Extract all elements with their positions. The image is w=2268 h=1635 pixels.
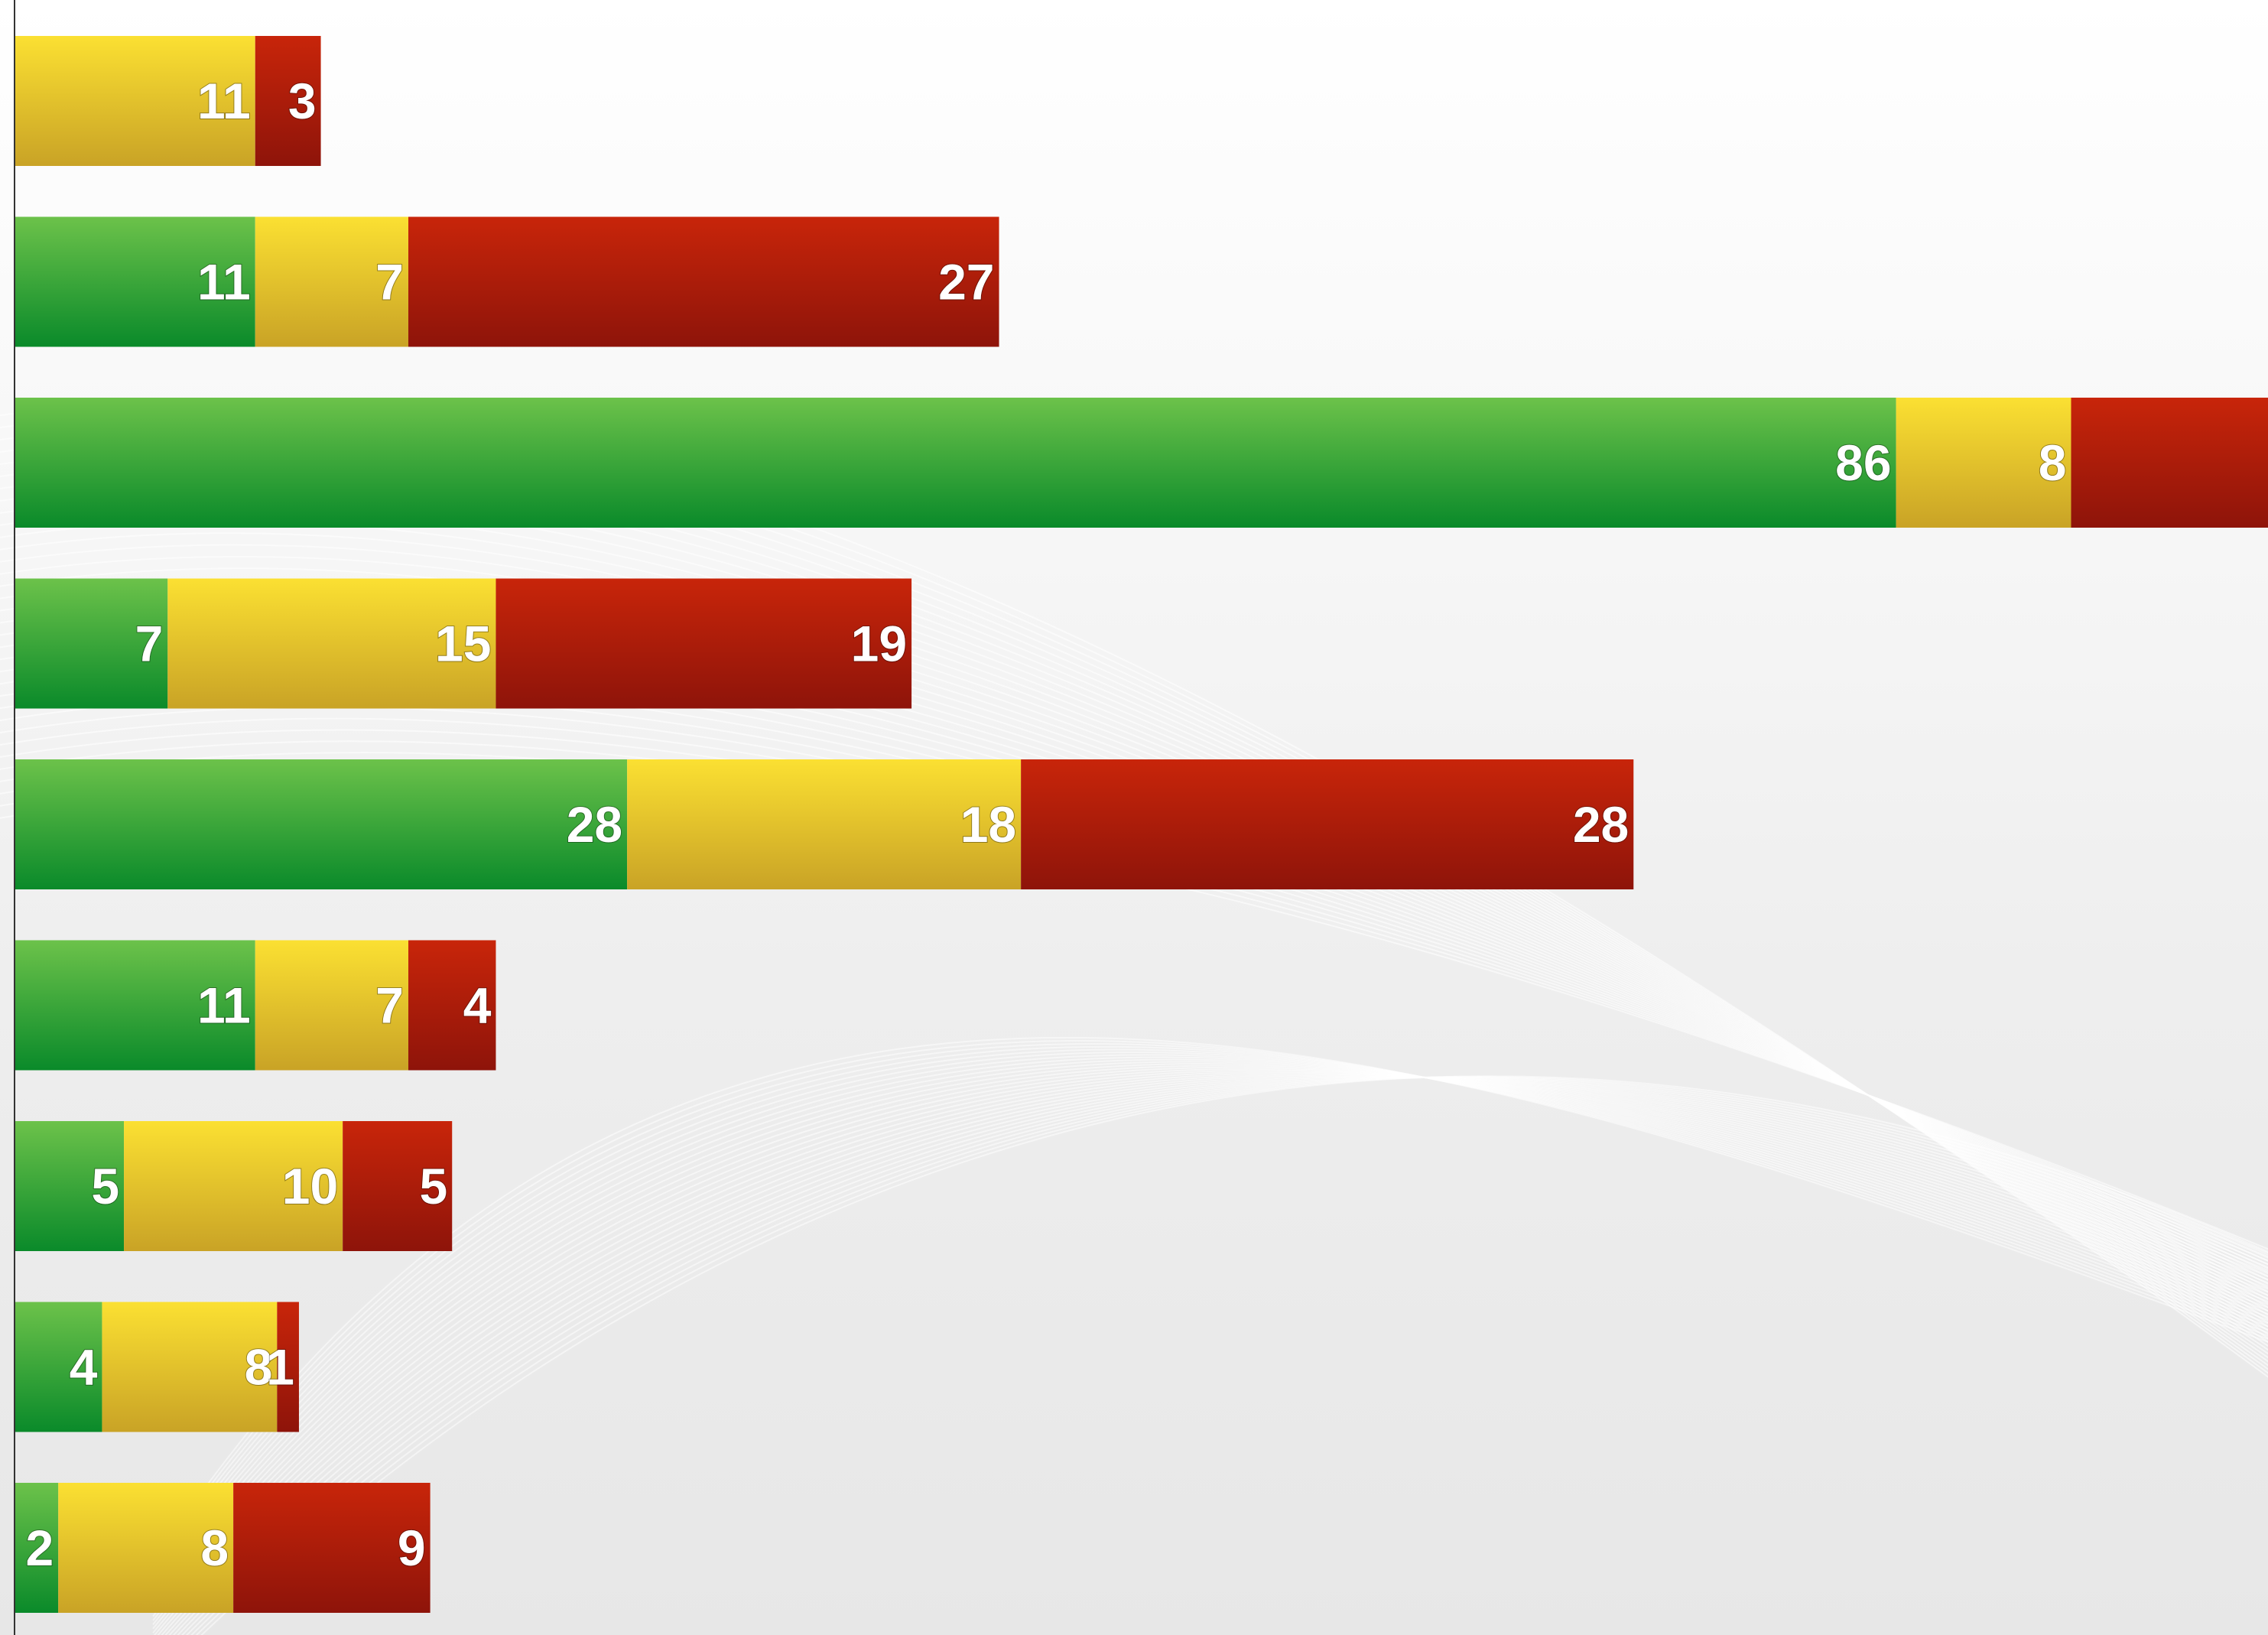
background-wave-line bbox=[164, 1076, 2268, 1635]
background-wave-line bbox=[181, 1077, 2268, 1635]
bar-segment-row-5-series-2 bbox=[627, 759, 1022, 889]
background-wave-line bbox=[152, 1071, 2268, 1626]
bar-segment-row-6-series-1 bbox=[15, 940, 255, 1071]
bar-segment-row-8-series-3 bbox=[277, 1302, 299, 1432]
background-wave-line bbox=[152, 1045, 2268, 1576]
data-label-row-5-series-2: 18 bbox=[960, 796, 1016, 853]
background-wave-line bbox=[195, 1076, 2268, 1635]
bar-segment-row-6-series-3 bbox=[408, 940, 496, 1071]
bar-segment-row-9-series-2 bbox=[58, 1483, 234, 1613]
background-wave-line bbox=[152, 1040, 2268, 1568]
background-wave-line bbox=[177, 1076, 2268, 1635]
bar-segment-row-2-series-1 bbox=[15, 216, 255, 347]
data-label-row-4-series-3: 19 bbox=[851, 616, 907, 672]
data-label-row-9-series-1: 2 bbox=[26, 1520, 54, 1576]
background-wave-line bbox=[152, 1052, 2268, 1584]
background-wave-line bbox=[172, 1076, 2268, 1635]
data-label-row-5-series-1: 28 bbox=[567, 796, 622, 853]
data-label-row-6-series-1: 11 bbox=[197, 977, 251, 1034]
background-wave-line bbox=[152, 1048, 2268, 1580]
bar-segment-row-6-series-2 bbox=[255, 940, 409, 1071]
background-wave-line bbox=[168, 1076, 2268, 1635]
data-label-row-7-series-3: 5 bbox=[420, 1158, 448, 1214]
data-label-row-8-series-2: 8 bbox=[245, 1339, 273, 1396]
background-wave-line bbox=[152, 1065, 2268, 1609]
data-label-row-9-series-2: 8 bbox=[200, 1520, 229, 1576]
background-wave-line bbox=[152, 1036, 2268, 1563]
data-label-row-9-series-3: 9 bbox=[398, 1520, 426, 1576]
data-label-row-2-series-3: 27 bbox=[938, 254, 994, 310]
background-wave-line bbox=[152, 1066, 2268, 1613]
background-wave-line bbox=[153, 1074, 2268, 1635]
bar-segment-row-9-series-3 bbox=[233, 1483, 431, 1613]
data-label-row-7-series-2: 10 bbox=[282, 1158, 338, 1214]
bar-segment-row-3-series-3 bbox=[2071, 398, 2268, 528]
background-wave-line bbox=[152, 1058, 2268, 1597]
background-wave-line bbox=[157, 1074, 2268, 1635]
background-wave-line bbox=[152, 1073, 2268, 1633]
bar-segment-row-1-series-3 bbox=[255, 36, 321, 166]
bar-segment-row-1-series-2 bbox=[15, 36, 255, 166]
data-label-row-3-series-2: 8 bbox=[2039, 434, 2067, 491]
data-label-row-1-series-3: 3 bbox=[288, 73, 317, 129]
bar-segment-row-8-series-2 bbox=[102, 1302, 278, 1432]
data-label-row-4-series-2: 15 bbox=[435, 616, 491, 672]
bar-segment-row-4-series-2 bbox=[167, 578, 496, 709]
data-label-row-2-series-1: 11 bbox=[197, 254, 251, 310]
bar-segment-row-7-series-1 bbox=[15, 1121, 125, 1251]
background-wave-line bbox=[152, 1068, 2268, 1617]
background-wave-line bbox=[152, 1069, 2268, 1621]
bar-segment-row-7-series-3 bbox=[343, 1121, 453, 1251]
bar-segment-row-5-series-1 bbox=[15, 759, 628, 889]
bar-segment-row-2-series-2 bbox=[255, 216, 409, 347]
data-label-row-8-series-1: 4 bbox=[70, 1339, 98, 1396]
data-label-row-7-series-1: 5 bbox=[91, 1158, 119, 1214]
bar-segment-row-4-series-3 bbox=[496, 578, 912, 709]
background-wave-line bbox=[190, 1076, 2268, 1635]
background-wave-line bbox=[161, 1075, 2268, 1635]
bar-segment-row-3-series-1 bbox=[15, 398, 1896, 528]
bar-segment-row-2-series-3 bbox=[408, 216, 999, 347]
data-label-row-4-series-1: 7 bbox=[135, 616, 164, 672]
data-label-row-5-series-3: 28 bbox=[1573, 796, 1629, 853]
data-label-row-1-series-2: 11 bbox=[197, 73, 251, 129]
bar-segment-row-5-series-3 bbox=[1021, 759, 1634, 889]
data-label-row-6-series-2: 7 bbox=[375, 977, 404, 1034]
y-axis-line bbox=[14, 0, 15, 1635]
bar-segment-row-7-series-2 bbox=[124, 1121, 343, 1251]
background-wave-line bbox=[152, 1054, 2268, 1588]
data-label-row-8-series-3: 1 bbox=[266, 1339, 294, 1396]
background-wave-line bbox=[152, 1072, 2268, 1630]
background-wave-line bbox=[152, 1063, 2268, 1604]
background-wave-line bbox=[152, 1056, 2268, 1592]
background-wave-line bbox=[186, 1076, 2268, 1635]
background-wave-line bbox=[200, 1075, 2268, 1635]
background-wave-line bbox=[152, 1043, 2268, 1572]
data-label-row-6-series-3: 4 bbox=[463, 977, 492, 1034]
bar-segment-row-9-series-1 bbox=[15, 1483, 59, 1613]
bar-segment-row-4-series-1 bbox=[15, 578, 168, 709]
background-wave-line bbox=[152, 1061, 2268, 1601]
bar-segment-row-3-series-2 bbox=[1896, 398, 2071, 528]
data-label-row-3-series-1: 86 bbox=[1835, 434, 1891, 491]
data-label-row-2-series-2: 7 bbox=[375, 254, 404, 310]
bar-segment-row-8-series-1 bbox=[15, 1302, 102, 1432]
